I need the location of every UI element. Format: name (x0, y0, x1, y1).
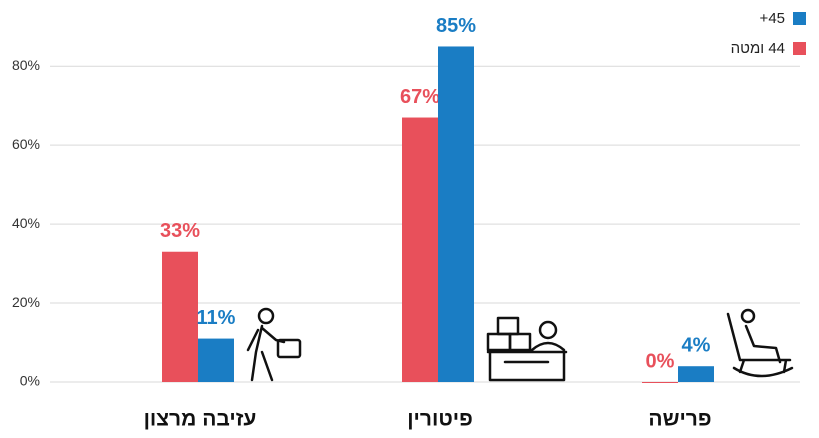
bar (198, 338, 234, 382)
legend-label: 44 ומטה (731, 40, 785, 57)
value-label: 67% (400, 86, 440, 108)
desk-icon (486, 316, 568, 382)
bar (438, 46, 474, 382)
legend-swatch (793, 42, 806, 55)
value-label: 4% (682, 334, 711, 356)
x-tick-label: פיטורין (407, 408, 473, 431)
x-tick-label: פרישה (648, 408, 711, 431)
y-tick-label: 60% (12, 136, 40, 152)
y-tick-label: 0% (20, 373, 40, 389)
value-label: 11% (197, 307, 236, 329)
bar (642, 382, 678, 383)
bar (162, 251, 198, 382)
value-label: 85% (436, 15, 476, 37)
bar (402, 117, 438, 383)
legend-swatch (793, 12, 806, 25)
y-tick-label: 80% (12, 57, 40, 73)
bar (678, 366, 714, 382)
walking-person-icon (246, 307, 302, 382)
icons (246, 307, 794, 382)
rocking-chair-icon (726, 308, 794, 378)
x-tick-label: עזיבה מרצון (144, 408, 257, 431)
legend-label: 45+ (760, 10, 785, 27)
value-label: 0% (646, 350, 675, 372)
value-label: 33% (160, 220, 200, 242)
y-tick-label: 40% (12, 215, 40, 231)
y-tick-label: 20% (12, 294, 40, 310)
